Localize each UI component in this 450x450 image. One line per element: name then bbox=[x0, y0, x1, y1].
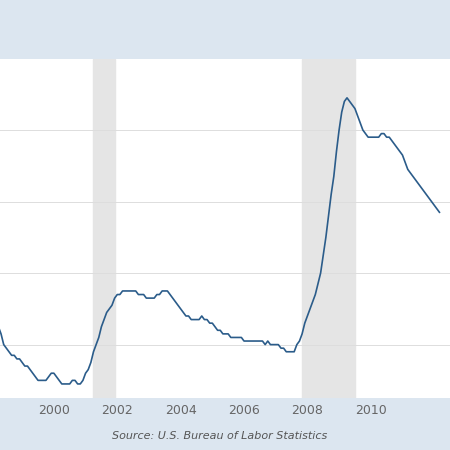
Bar bbox=[94, 58, 115, 398]
Bar bbox=[302, 58, 355, 398]
Text: Source: U.S. Bureau of Labor Statistics: Source: U.S. Bureau of Labor Statistics bbox=[112, 431, 328, 441]
